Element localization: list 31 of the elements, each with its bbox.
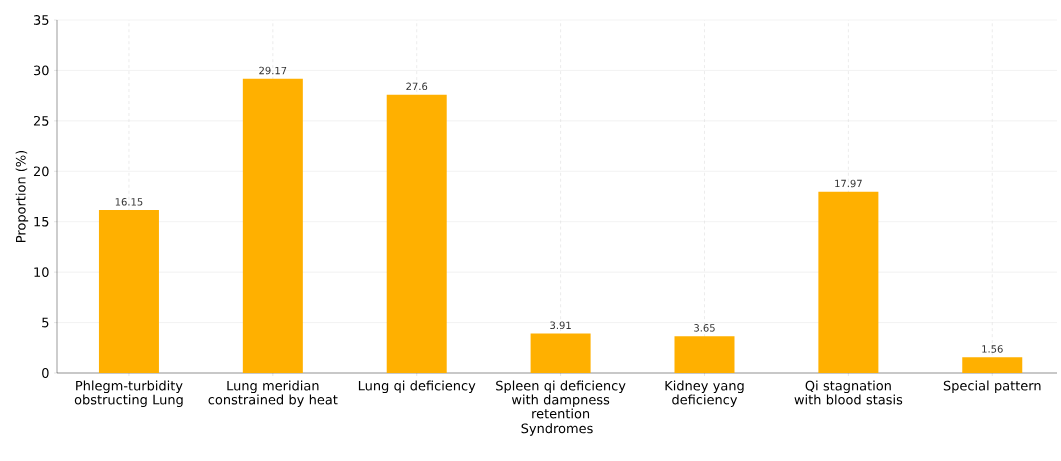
x-tick-label: Kidney yang deficiency: [665, 380, 744, 407]
data-label: 17.97: [835, 179, 862, 188]
x-tick-label: Lung qi deficiency: [358, 380, 476, 394]
x-tick-label: Phlegm-turbidity obstructing Lung: [74, 380, 183, 407]
data-label: 29.17: [259, 66, 287, 75]
data-label: 27.6: [406, 82, 428, 91]
bar: [674, 336, 735, 373]
y-axis-title: Proportion (%): [15, 150, 29, 242]
x-tick-label: Lung meridian constrained by heat: [208, 380, 338, 407]
y-tick-label: 35: [33, 15, 49, 25]
y-tick-label: 20: [33, 166, 49, 177]
bar: [242, 78, 303, 373]
bar: [530, 333, 591, 373]
bar: [98, 210, 159, 373]
data-label: 16.15: [115, 198, 143, 206]
x-tick-label: Qi stagnation with blood stasis: [794, 380, 903, 405]
bar: [818, 191, 879, 373]
data-label: 1.56: [982, 345, 1003, 353]
y-tick-label: 30: [33, 65, 49, 76]
y-tick-label: 25: [33, 115, 49, 126]
data-label: 3.91: [550, 321, 571, 330]
bar: [386, 94, 447, 373]
y-tick-label: 5: [42, 317, 49, 328]
x-tick-label: Special pattern: [943, 380, 1041, 394]
x-axis-title: Syndromes: [521, 423, 593, 436]
x-tick-label: Spleen qi deficiency with dampness retention: [496, 380, 626, 419]
y-tick-label: 15: [34, 216, 49, 227]
y-tick-label: 10: [34, 267, 49, 278]
y-tick-label: 0: [42, 368, 49, 378]
data-label: 3.65: [694, 324, 715, 332]
bar: [962, 357, 1023, 373]
